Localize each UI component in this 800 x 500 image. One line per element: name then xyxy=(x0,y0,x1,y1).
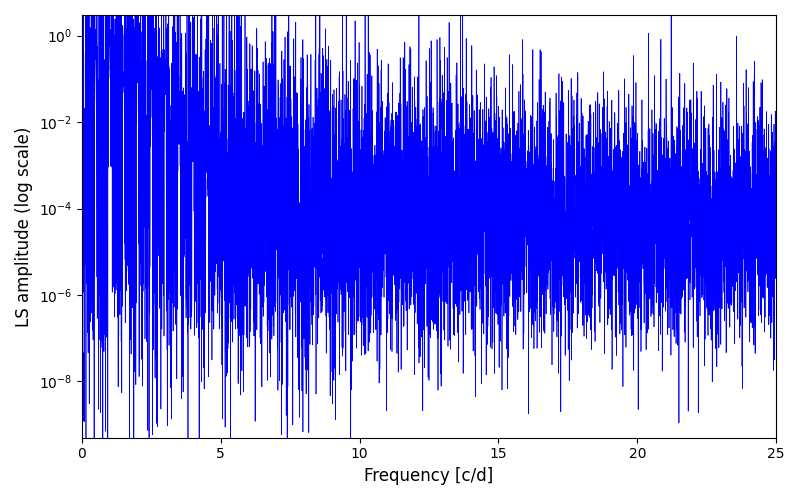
X-axis label: Frequency [c/d]: Frequency [c/d] xyxy=(364,467,494,485)
Y-axis label: LS amplitude (log scale): LS amplitude (log scale) xyxy=(15,126,33,326)
